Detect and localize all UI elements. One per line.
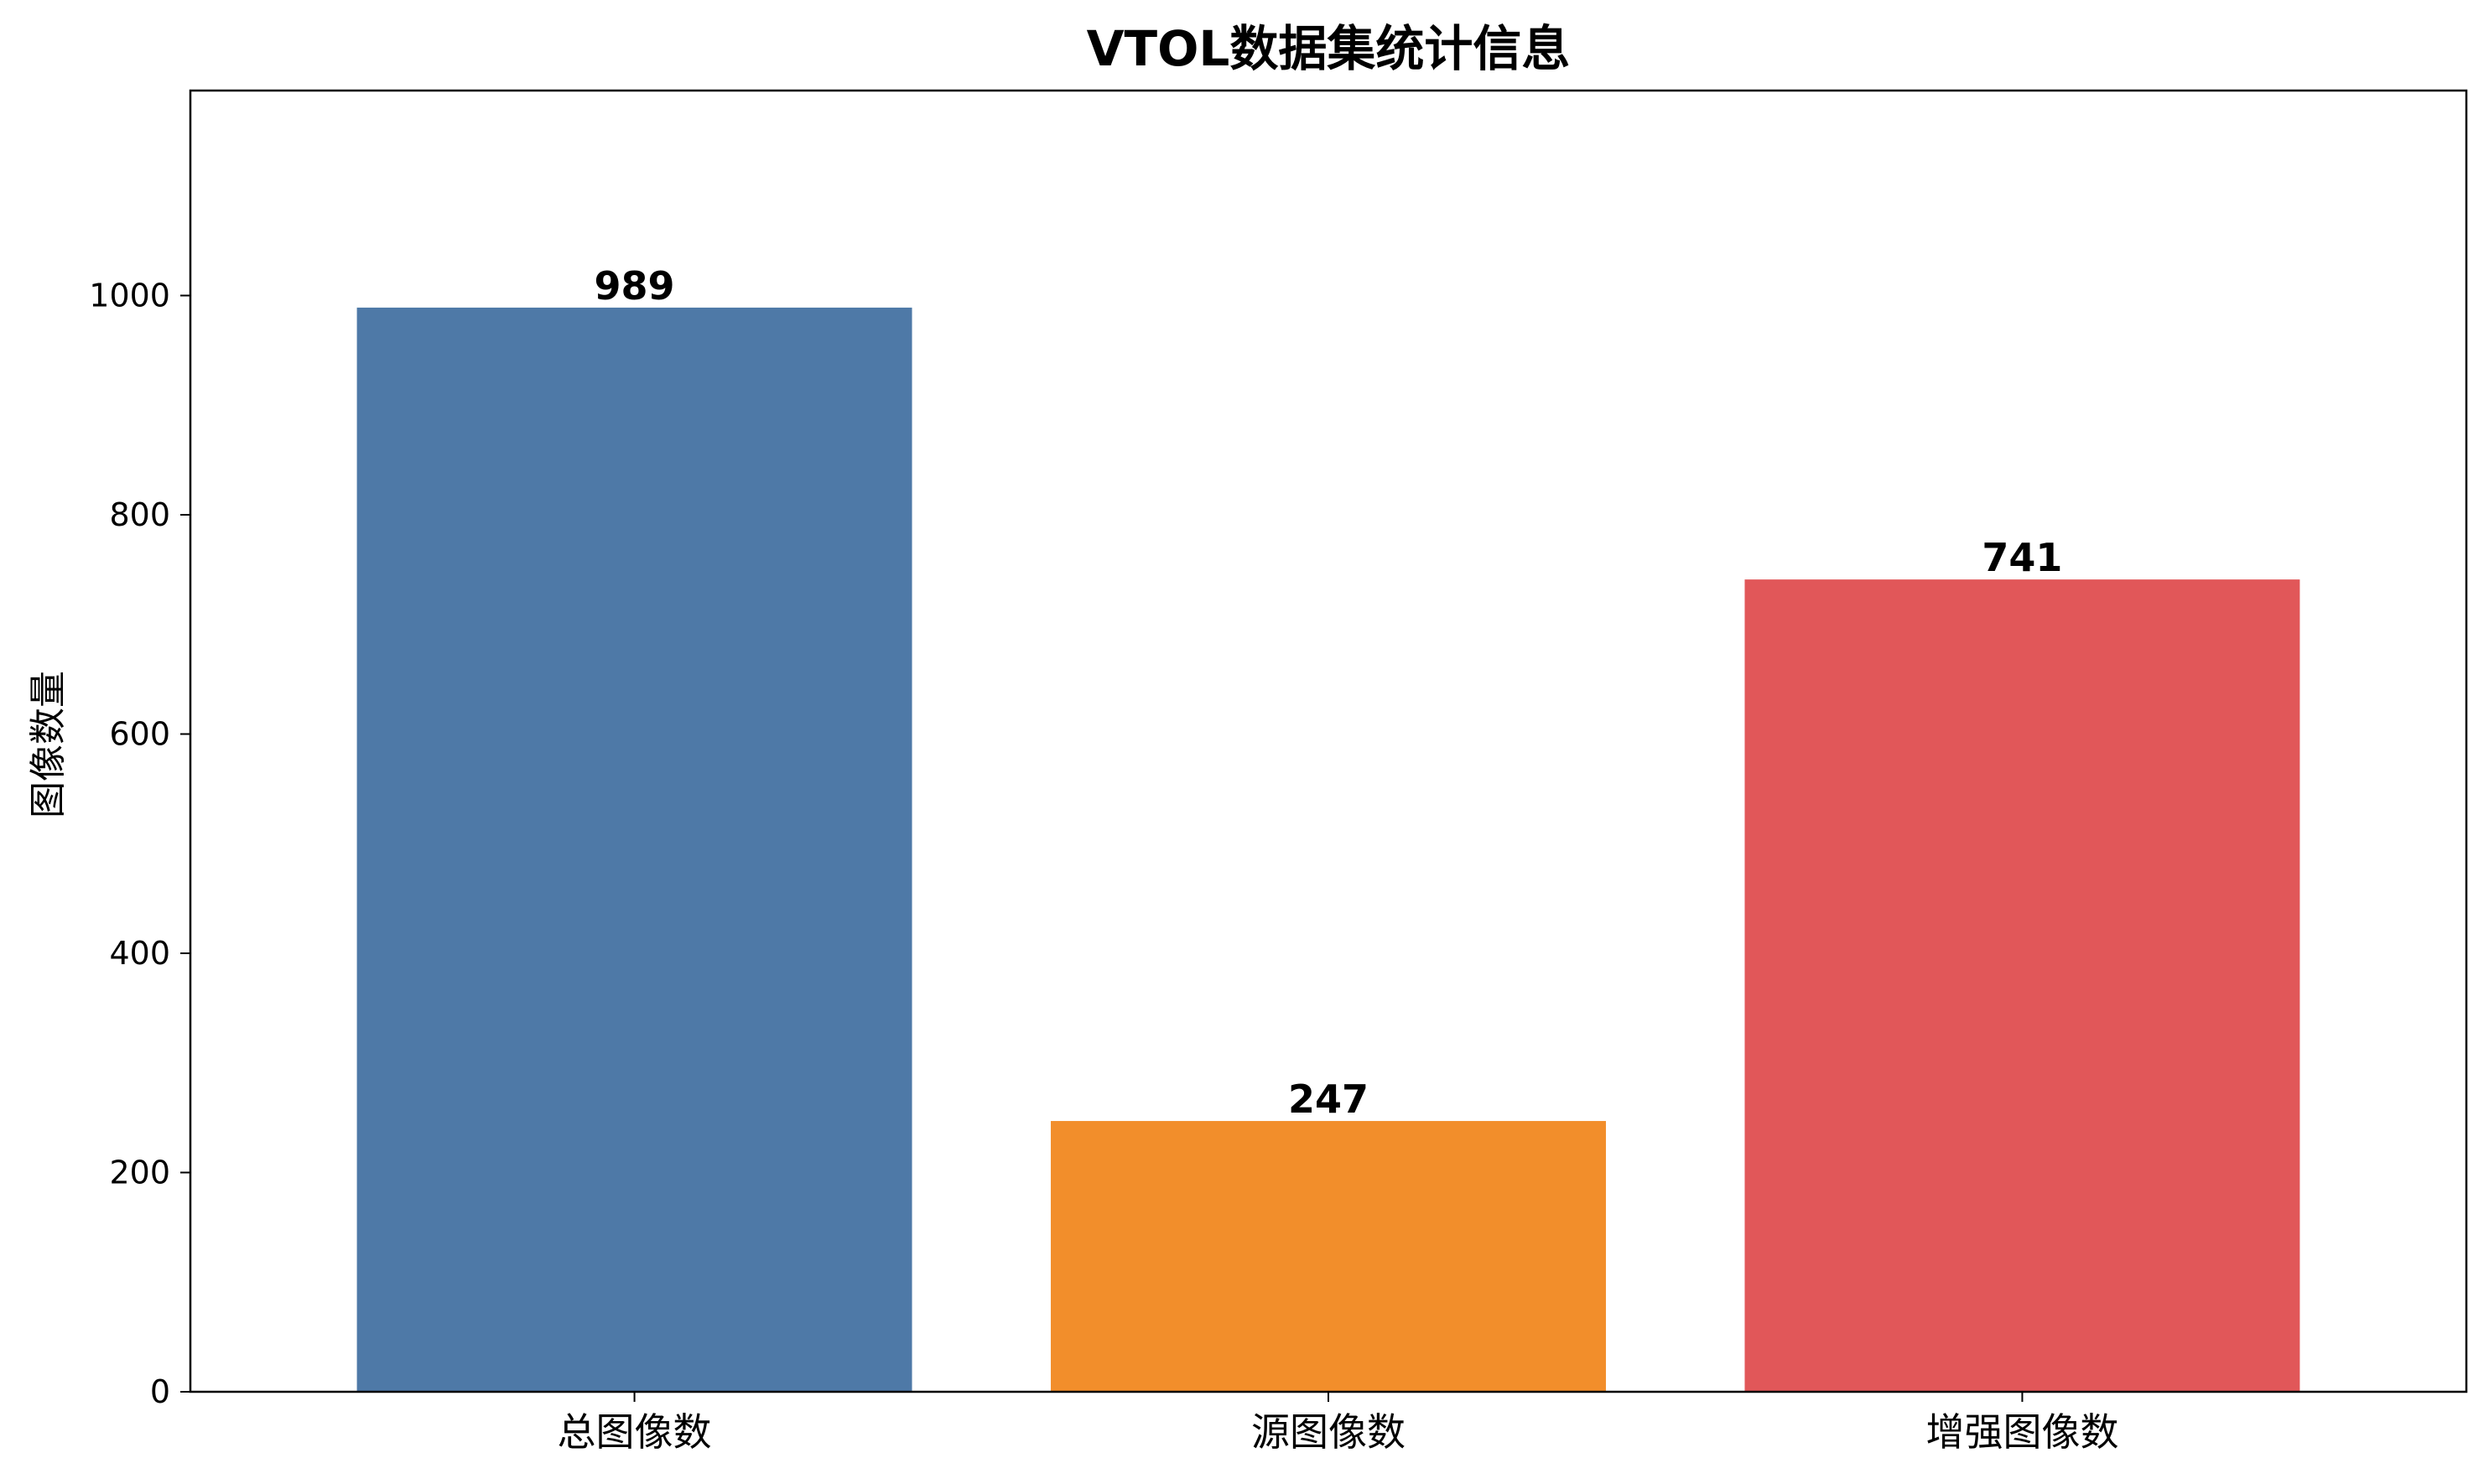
- bar-2: [1744, 579, 2300, 1392]
- bar-value-label: 989: [595, 263, 675, 309]
- y-tick-label: 200: [109, 1155, 170, 1191]
- value-labels-layer: 989 247 741: [595, 263, 2063, 1122]
- plot-area-frame: [189, 89, 2468, 1393]
- y-tick-label: 600: [109, 716, 170, 753]
- y-tick-label: 1000: [89, 278, 170, 314]
- x-tick-label: 源图像数: [1251, 1409, 1406, 1455]
- y-axis-ticks: 0 200 400 600 800 1000: [89, 278, 190, 1410]
- y-tick-label: 800: [109, 496, 170, 533]
- x-tick-label: 增强图像数: [1925, 1409, 2118, 1455]
- bar-value-label: 247: [1288, 1077, 1369, 1122]
- bar-value-label: 741: [1982, 535, 2062, 580]
- y-tick-label: 400: [109, 935, 170, 972]
- bars-layer: [356, 307, 2300, 1393]
- y-axis-label: 图像数量: [27, 671, 70, 818]
- y-tick-label: 0: [150, 1373, 170, 1410]
- chart-title: VTOL数据集统计信息: [1087, 20, 1571, 77]
- x-axis-ticks: 总图像数 源图像数 增强图像数: [558, 1392, 2118, 1455]
- x-tick-label: 总图像数: [558, 1409, 712, 1455]
- bar-1: [1051, 1121, 1606, 1392]
- bar-0: [356, 307, 912, 1393]
